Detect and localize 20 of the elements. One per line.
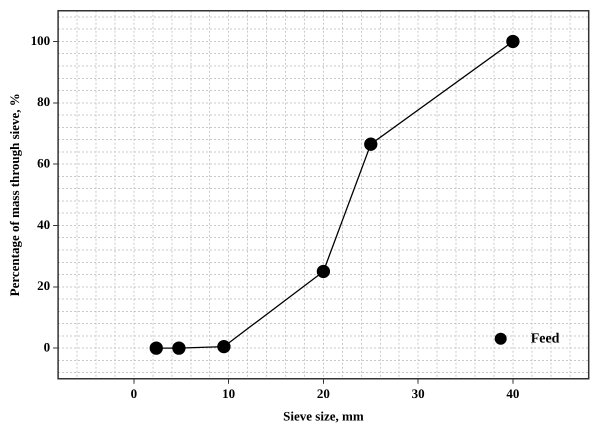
x-tick-label: 10 (222, 386, 236, 401)
x-tick-label: 20 (316, 386, 330, 401)
y-tick-label: 20 (37, 278, 50, 294)
point (217, 340, 231, 354)
point (172, 341, 186, 355)
legend-label: Feed (530, 331, 560, 346)
point (150, 341, 163, 355)
x-axis-title: Sieve size, mm (283, 408, 364, 424)
y-tick-label: 60 (37, 155, 50, 170)
point (316, 264, 330, 278)
y-tick-label: 40 (37, 216, 50, 232)
point (506, 34, 520, 48)
point (364, 138, 378, 151)
x-tick-label: 40 (506, 386, 520, 401)
y-axis-title: Percentage of mass through sieve, % (7, 93, 22, 296)
y-tick-label: 100 (30, 32, 50, 48)
y-tick-label: 80 (37, 94, 50, 110)
x-tick-label: 30 (412, 386, 425, 401)
x-tick-label: 0 (130, 386, 138, 401)
y-tick-label: 0 (44, 339, 50, 354)
